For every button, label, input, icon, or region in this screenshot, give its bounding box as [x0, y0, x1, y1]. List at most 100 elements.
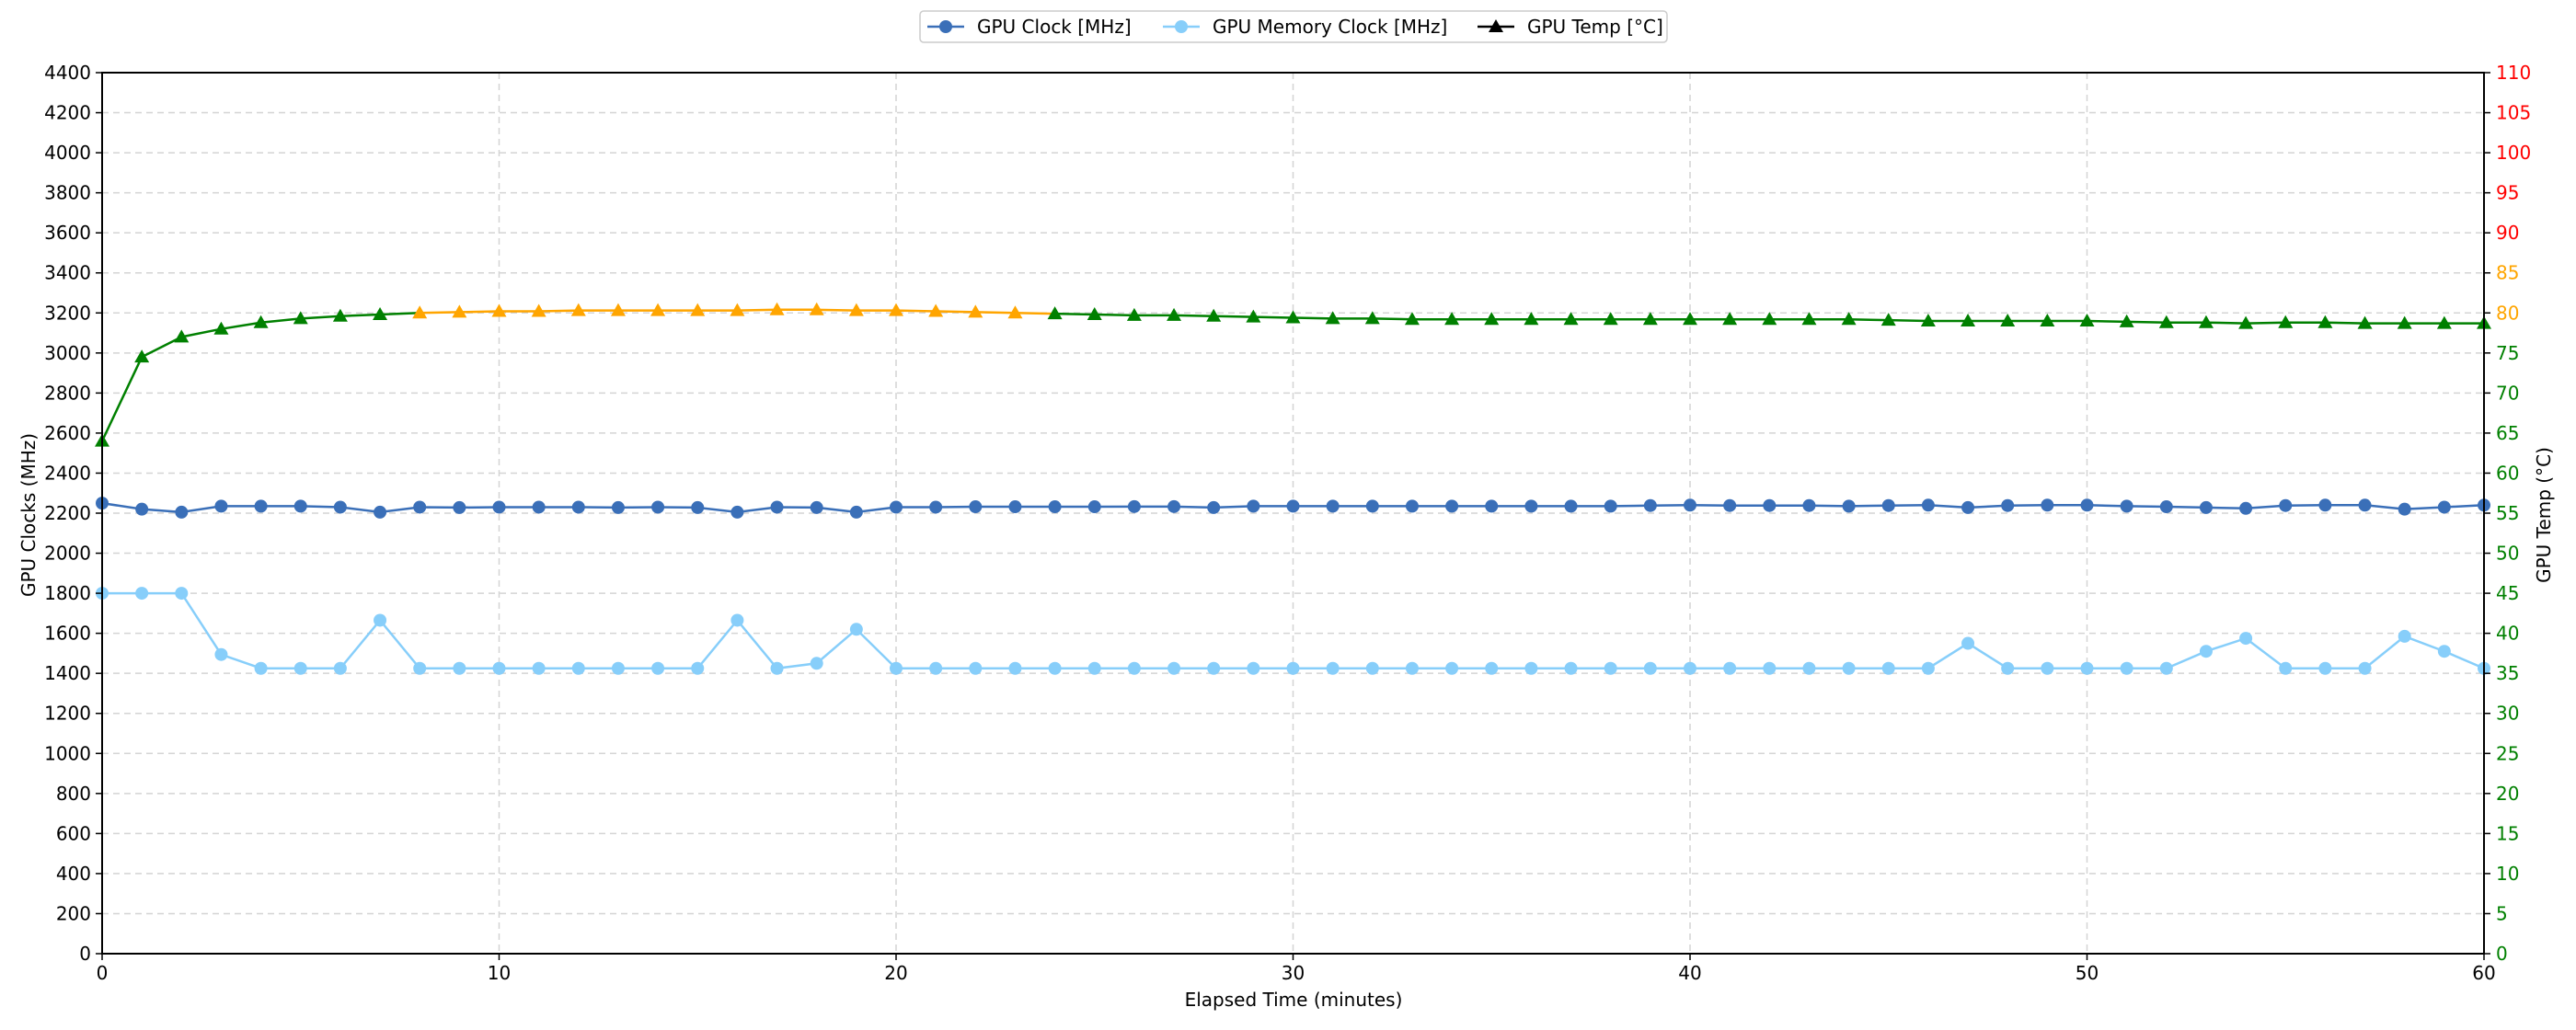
gpu-temp-segment: [339, 313, 381, 318]
gpu-clock-point: [890, 500, 903, 514]
gpu-temp-segment: [420, 311, 460, 315]
gpu-temp-segment: [1848, 317, 1889, 322]
gpu-temp-segment: [895, 309, 937, 313]
gpu-clock-point: [492, 500, 506, 514]
gpu-memory-clock-point: [1326, 661, 1340, 675]
gpu-clock-point: [1167, 499, 1181, 513]
y-right-tick-label: 5: [2496, 902, 2508, 924]
gpu-clock-point: [2041, 498, 2054, 512]
gpu-temp-segment: [300, 315, 340, 320]
y-right-tick-label: 10: [2496, 863, 2519, 885]
gpu-memory-clock-point: [2358, 661, 2372, 675]
gpu-temp-point: [2079, 313, 2095, 326]
gpu-clock-point: [1365, 499, 1379, 513]
gpu-temp-point: [253, 315, 269, 328]
gpu-memory-clock-point: [691, 661, 705, 675]
gpu-clock-point: [1207, 500, 1221, 514]
y-left-tick-label: 4000: [44, 142, 91, 164]
gpu-clock-point: [571, 500, 585, 514]
gpu-temp-segment: [459, 310, 500, 314]
gpu-clock-point: [2159, 500, 2173, 514]
gpu-clock-point: [1763, 498, 1777, 512]
gpu-clock-point: [214, 499, 228, 513]
gpu-temp-point: [2158, 315, 2174, 328]
gpu-temp-segment: [379, 312, 420, 316]
y-right-tick-label: 0: [2496, 943, 2508, 965]
gpu-temp-point: [1801, 312, 1817, 326]
gpu-memory-clock-point: [890, 661, 903, 675]
gpu-temp-point: [809, 302, 824, 315]
gpu-temp-point: [174, 329, 190, 343]
gpu-temp-point: [2397, 315, 2412, 329]
y-right-tick-label: 35: [2496, 662, 2519, 684]
gpu-temp-segment: [975, 311, 1016, 315]
gpu-clock-point: [770, 500, 784, 514]
gpu-temp-point: [134, 349, 150, 363]
gpu-temp-segment: [1372, 317, 1412, 321]
gpu-temp-segment: [2246, 321, 2286, 325]
y-right-tick-label: 15: [2496, 822, 2519, 844]
gpu-memory-clock-point: [1008, 661, 1022, 675]
y-left-tick-label: 2600: [44, 422, 91, 444]
gpu-memory-clock-point: [2080, 661, 2094, 675]
gpu-temp-point: [452, 304, 467, 318]
legend-label-gpu-memory-clock: GPU Memory Clock [MHz]: [1213, 16, 1447, 38]
gpu-memory-clock-point: [1405, 661, 1419, 675]
gpu-memory-clock-point: [1842, 661, 1856, 675]
gpu-clock-point: [1127, 499, 1141, 513]
y-right-tick-label: 50: [2496, 543, 2519, 565]
y-left-tick-label: 1800: [44, 582, 91, 604]
gpu-clock-point: [135, 502, 149, 516]
gpu-clock-point: [1087, 500, 1101, 514]
legend: GPU Clock [MHz] GPU Memory Clock [MHz] G…: [919, 10, 1668, 43]
gpu-clock-point: [2120, 499, 2133, 513]
gpu-clock-point: [2001, 498, 2015, 512]
gpu-temp-point: [848, 303, 864, 316]
gpu-temp-point: [2119, 314, 2134, 327]
y-right-tick-label: 100: [2496, 142, 2531, 164]
gpu-clock-point: [1723, 498, 1737, 512]
gpu-clock-point: [1842, 499, 1856, 513]
gpu-memory-clock-point: [1684, 661, 1696, 675]
gpu-temp-segment: [816, 308, 857, 312]
gpu-memory-clock-point: [730, 613, 744, 627]
x-tick-label: 30: [1282, 962, 1305, 984]
gpu-temp-point: [889, 303, 903, 316]
gpu-temp-point: [1364, 311, 1380, 325]
y-right-tick-label: 55: [2496, 502, 2519, 524]
gpu-memory-clock-point: [1643, 661, 1657, 675]
gpu-clock-point: [730, 505, 744, 519]
gpu-temp-point: [373, 307, 388, 321]
x-tick-label: 60: [2472, 962, 2495, 984]
gpu-memory-clock-point: [1048, 661, 1062, 675]
legend-item-gpu-memory-clock: GPU Memory Clock [MHz]: [1163, 16, 1447, 38]
gpu-clock-point: [413, 500, 427, 514]
gpu-memory-clock-point: [1207, 661, 1221, 675]
y-left-tick-label: 0: [79, 943, 91, 965]
gpu-temp-point: [491, 303, 507, 317]
gpu-clock-point: [175, 505, 189, 519]
gpu-clock-point: [1564, 499, 1578, 513]
y-right-tick-label: 85: [2496, 262, 2519, 284]
gpu-temp-point: [1246, 309, 1261, 323]
axis-ticks: 0 10 20 30 40 50 60020040060080010001200140016…: [44, 62, 2531, 984]
gpu-clock-point: [1485, 499, 1499, 513]
gpu-memory-clock-point: [453, 661, 466, 675]
gpu-memory-clock-point: [1723, 661, 1737, 675]
gpu-temp-point: [1285, 310, 1301, 324]
series-gpu-memory-clock: [96, 587, 2490, 675]
y-left-tick-label: 4400: [44, 62, 91, 84]
gpu-clock-point: [1048, 500, 1062, 514]
gpu-temp-segment: [221, 321, 261, 330]
legend-label-gpu-temp: GPU Temp [°C]: [1527, 16, 1663, 38]
gpu-temp-segment: [2325, 321, 2365, 325]
gpu-temp-point: [213, 321, 229, 335]
gpu-temp-point: [1126, 307, 1142, 321]
gpu-temp-segment: [141, 336, 182, 359]
gpu-temp-segment: [1054, 312, 1095, 316]
y-left-tick-label: 1600: [44, 623, 91, 645]
gpu-temp-segment: [936, 310, 976, 314]
gpu-clock-point: [1802, 498, 1816, 512]
gpu-temp-segment: [1888, 318, 1928, 323]
gpu-temp-segment: [2205, 321, 2247, 325]
